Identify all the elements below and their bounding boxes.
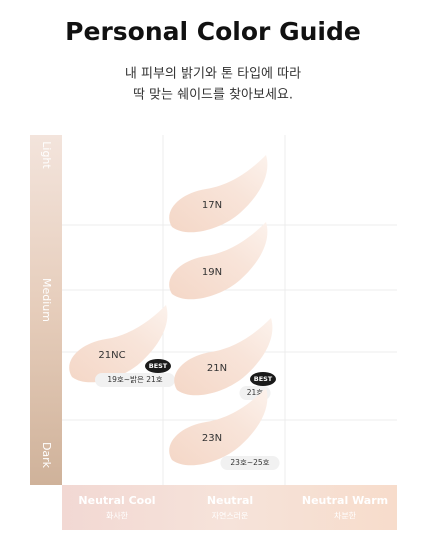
- subtitle: 딱 맞는 쉐이드를 찾아보세요.: [133, 88, 293, 103]
- title: Personal Color Guide: [65, 17, 361, 46]
- swatch: [69, 305, 168, 383]
- badge-bg: [145, 359, 171, 373]
- swatch: [169, 222, 268, 300]
- brightness-label: Medium: [40, 278, 53, 322]
- range-pill: [95, 373, 175, 387]
- tone-sub: 화사한: [106, 512, 129, 521]
- range-pill: [220, 456, 280, 470]
- tone-sub: 차분한: [334, 512, 357, 521]
- swatch: [174, 318, 273, 396]
- tone-label: Neutral Cool: [78, 494, 155, 507]
- badge: BEST: [254, 375, 273, 383]
- tone-bar: [62, 485, 397, 530]
- shade-name: 19N: [202, 267, 222, 278]
- brightness-label: Light: [40, 141, 53, 169]
- range: 19호~밝은 21호: [107, 374, 162, 384]
- badge: BEST: [149, 362, 168, 370]
- shade-name: 23N: [202, 433, 222, 444]
- range: 21호: [247, 388, 264, 397]
- range: 23호~25호: [230, 458, 269, 467]
- swatch: [169, 155, 268, 233]
- tone-label: Neutral Warm: [302, 494, 388, 507]
- brightness-label: Dark: [40, 442, 53, 469]
- shade-name: 21NC: [98, 350, 125, 361]
- subtitle: 내 피부의 밝기와 톤 타입에 따라: [125, 67, 301, 82]
- tone-label: Neutral: [207, 494, 253, 507]
- badge-bg: [250, 372, 276, 386]
- brightness-bar: [30, 135, 62, 485]
- shade-name: 21N: [207, 363, 227, 374]
- shade-name: 17N: [202, 200, 222, 211]
- swatch: [169, 388, 268, 466]
- tone-sub: 자연스러운: [212, 512, 249, 521]
